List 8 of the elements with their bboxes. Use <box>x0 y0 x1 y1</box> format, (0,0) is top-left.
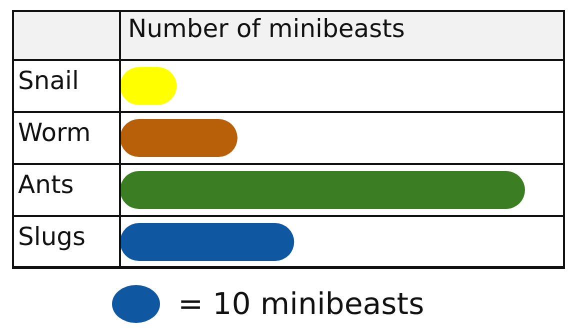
y-tick-label: Slugs <box>18 222 86 251</box>
y-tick-label: Worm <box>18 118 91 147</box>
chart-title: Number of minibeasts <box>120 10 565 60</box>
bar <box>120 223 294 261</box>
y-tick-label: Snail <box>18 66 79 95</box>
y-tick-label: Ants <box>18 170 74 199</box>
text: = 10 minibeasts <box>178 286 424 322</box>
bar <box>120 171 525 209</box>
